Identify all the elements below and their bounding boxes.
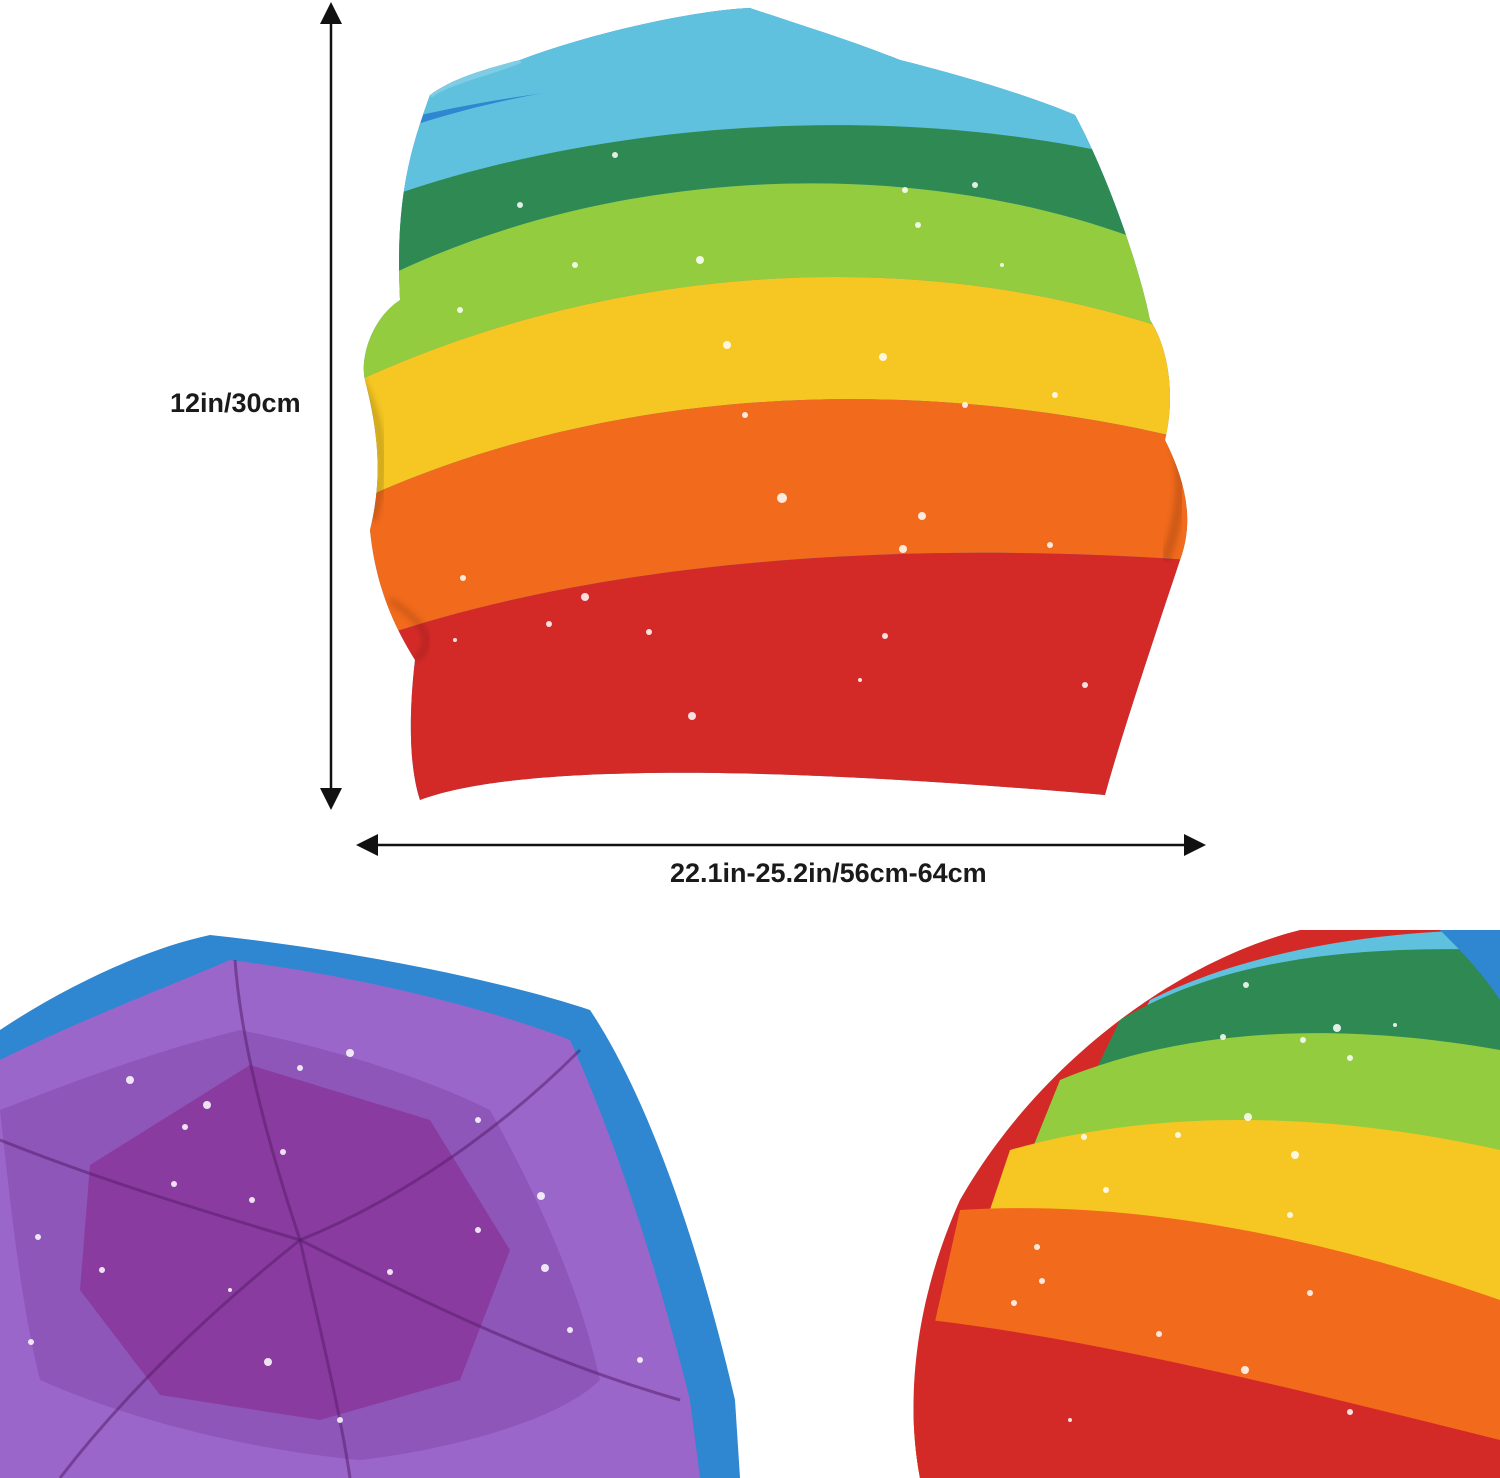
hat-front-view [363, 8, 1188, 800]
hat-side-closeup-view [913, 930, 1500, 1478]
height-dimension-arrow [320, 2, 342, 810]
width-dimension-arrow [356, 834, 1206, 856]
height-dimension-label: 12in/30cm [170, 388, 301, 418]
hat-inside-top-view [0, 935, 740, 1478]
width-dimension-label: 22.1in-25.2in/56cm-64cm [670, 858, 987, 888]
